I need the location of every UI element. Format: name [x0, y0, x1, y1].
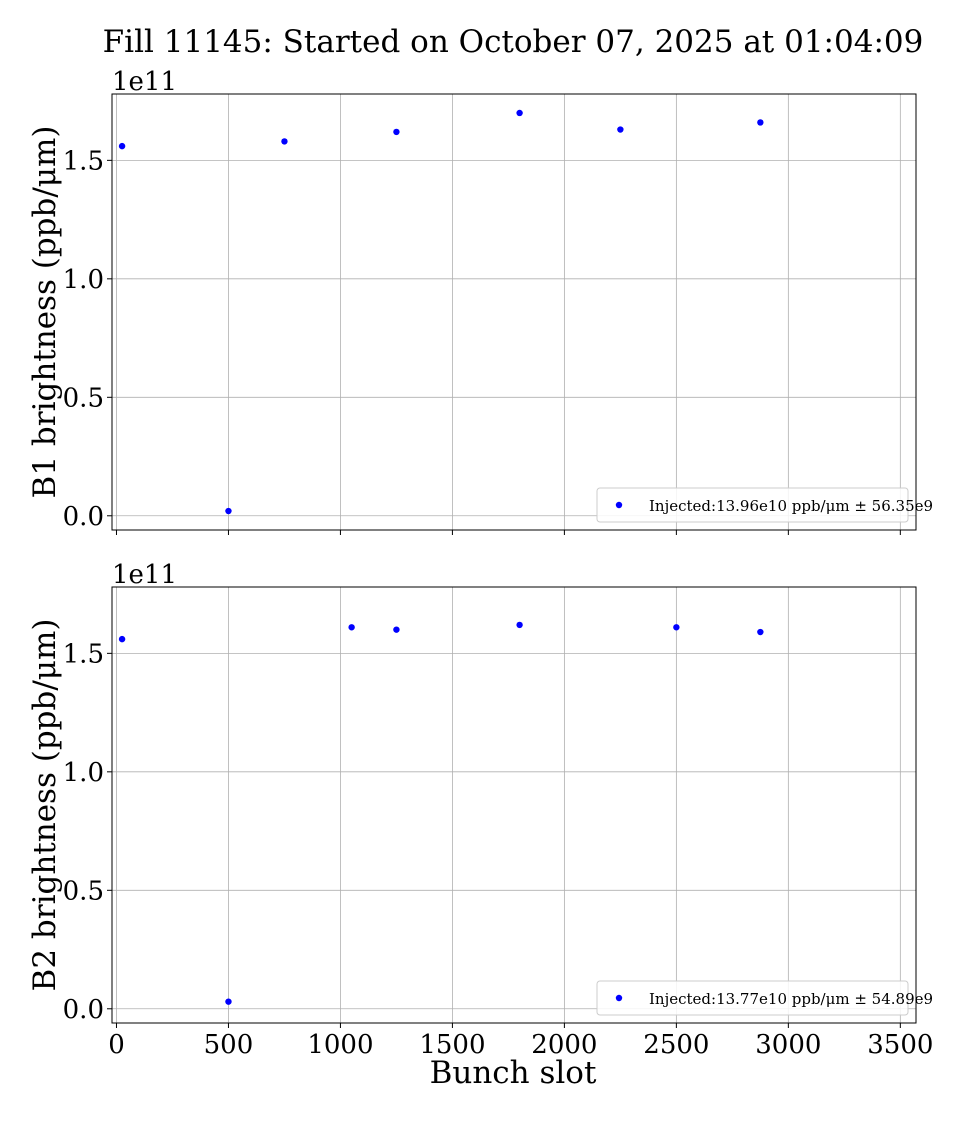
figure-title: Fill 11145: Started on October 07, 2025 …: [103, 24, 924, 60]
y-tick-label: 1.5: [63, 146, 104, 176]
panel-2: 0 500 1000 1500 2000 2500 3000 3500 0.0 0.5 1.0 1.5…: [27, 560, 933, 1060]
y-tick-label: 1.0: [63, 265, 104, 295]
y-tick-label: 0.0: [63, 995, 104, 1025]
data-point: [118, 142, 126, 150]
legend: Injected:13.77e10 ppb/μm ± 54.89e9: [596, 980, 933, 1016]
y-tick-label: 1.0: [63, 758, 104, 788]
legend-box: [596, 487, 909, 523]
y-axis-label: B2 brightness (ppb/μm): [27, 619, 63, 992]
x-tick-label: 0: [108, 1030, 125, 1060]
y-tick-label: 0.5: [63, 383, 104, 413]
legend-label: Injected:13.77e10 ppb/μm ± 54.89e9: [649, 990, 933, 1008]
legend-marker: [615, 501, 623, 509]
x-tick-label: 2000: [531, 1030, 597, 1060]
data-point: [516, 109, 523, 117]
x-axis-label: Bunch slot: [430, 1055, 597, 1091]
y-tick-label: 0.0: [63, 502, 104, 532]
x-tick-label: 1500: [419, 1030, 485, 1060]
y-tick-label: 0.5: [63, 876, 104, 906]
y-offset-label: 1e11: [112, 67, 177, 97]
data-point: [393, 626, 400, 633]
legend-box: [596, 980, 909, 1016]
data-point: [118, 635, 126, 643]
y-axis-label: B1 brightness (ppb/μm): [27, 126, 63, 499]
data-point: [617, 126, 624, 133]
panel-1: 0.0 0.5 1.0 1.5 1e11 B1 brightness (ppb/μm) In…: [27, 67, 933, 535]
legend: Injected:13.96e10 ppb/μm ± 56.35e9: [596, 487, 933, 523]
panels: 0.0 0.5 1.0 1.5 1e11 B1 brightness (ppb/μm) In…: [27, 67, 933, 1060]
data-point: [393, 128, 400, 136]
x-tick-label: 3500: [867, 1030, 933, 1060]
y-tick-label: 1.5: [63, 639, 104, 669]
data-point: [516, 621, 523, 629]
data-point: [348, 624, 355, 631]
x-tick-label: 2500: [643, 1030, 709, 1060]
data-point: [225, 998, 232, 1005]
data-point: [673, 624, 680, 631]
axes-frame: [111, 93, 917, 531]
legend-label: Injected:13.96e10 ppb/μm ± 56.35e9: [649, 497, 933, 515]
axes-frame: [111, 586, 917, 1024]
x-tick-label: 3000: [755, 1030, 821, 1060]
x-tick-label: 500: [204, 1030, 254, 1060]
data-point: [281, 138, 288, 145]
data-point: [225, 507, 232, 515]
x-tick-label: 1000: [307, 1030, 373, 1060]
y-offset-label: 1e11: [112, 560, 177, 590]
data-point: [757, 119, 764, 126]
legend-marker: [615, 994, 623, 1002]
data-point: [757, 628, 764, 636]
